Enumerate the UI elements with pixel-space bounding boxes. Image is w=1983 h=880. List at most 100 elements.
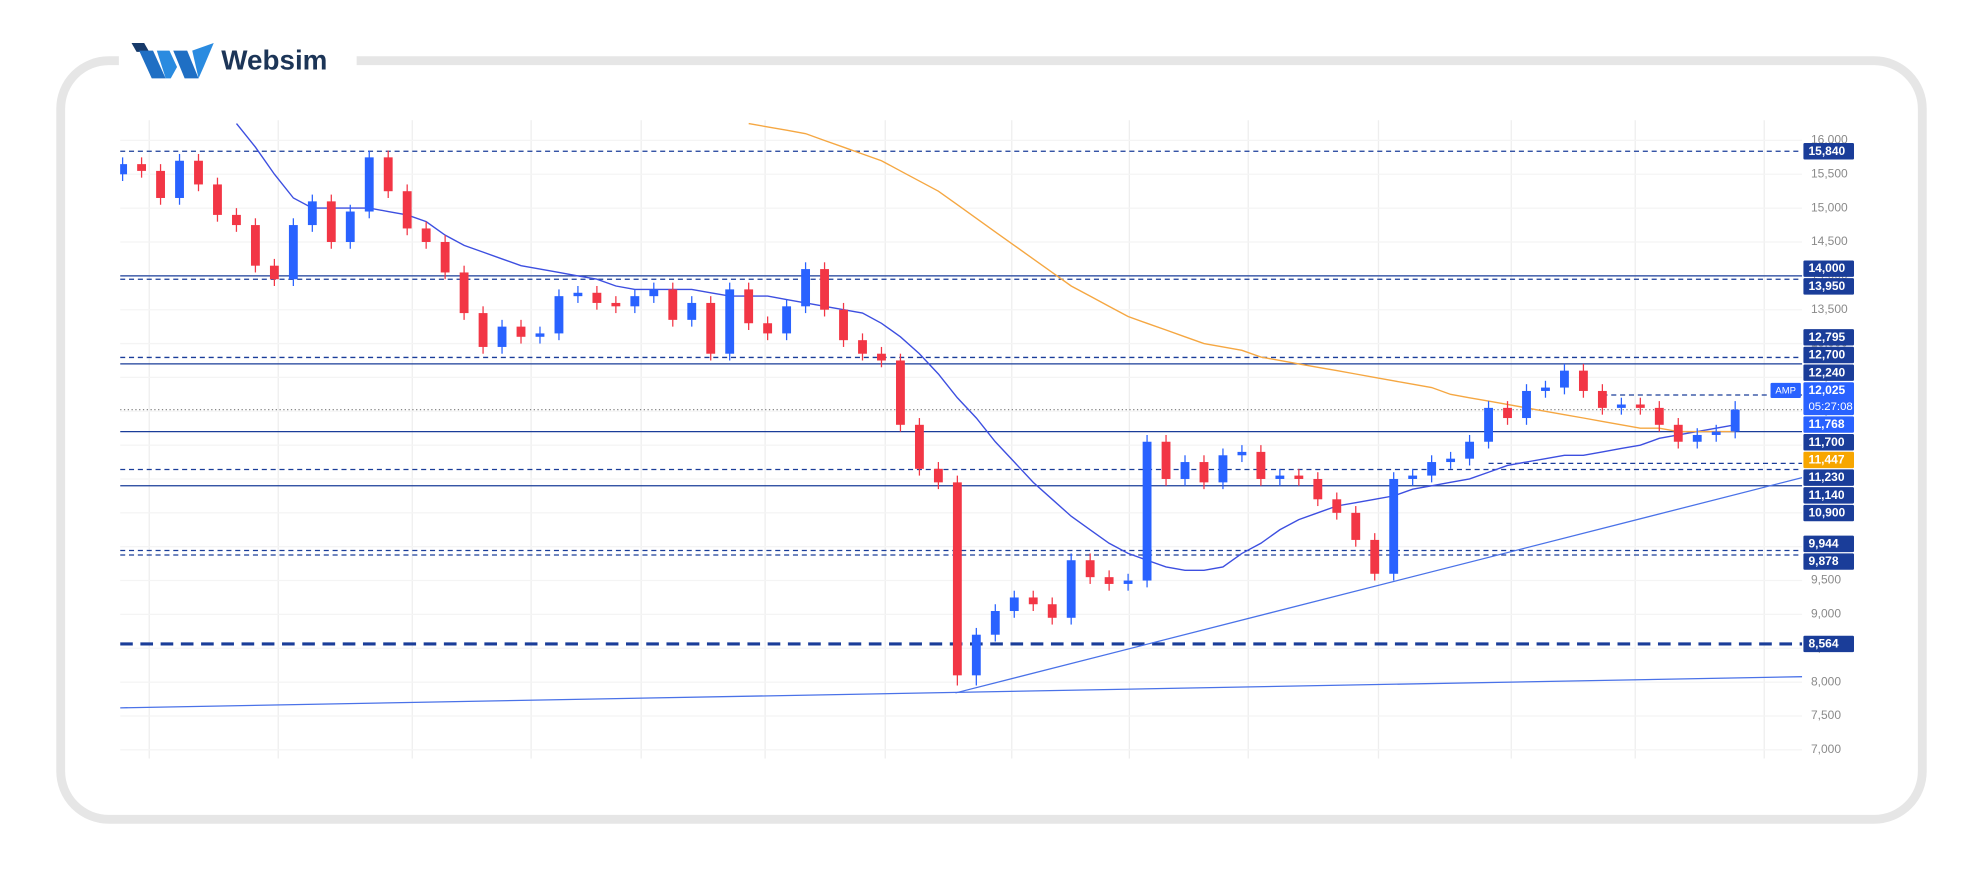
price-label: 8,564 [1808, 636, 1838, 650]
y-tick-label: 8,000 [1811, 674, 1841, 688]
y-tick-label: 14,500 [1811, 234, 1848, 248]
candle-body [592, 292, 602, 303]
candle-body [1503, 407, 1512, 419]
candle-body [1332, 499, 1342, 513]
price-label-box [1803, 553, 1855, 570]
price-label-box [1803, 504, 1855, 522]
candle-body [250, 225, 260, 266]
candle-body [326, 201, 336, 242]
price-label-box [1803, 364, 1855, 381]
candle-body [1085, 560, 1095, 578]
candle-body [611, 302, 621, 307]
price-label: 13,950 [1808, 279, 1845, 293]
candle-body [630, 296, 640, 307]
price-scale: 7,0007,5008,0008,5009,0009,50010,00010,5… [1770, 133, 1855, 756]
candle-body [554, 296, 564, 334]
candle-body [1142, 441, 1152, 581]
candle-body [1522, 390, 1531, 419]
candle-body [1237, 451, 1247, 456]
price-label-box [1803, 434, 1855, 451]
candle-body [1730, 409, 1740, 432]
candle-body [175, 160, 184, 198]
candle-body [914, 424, 924, 469]
candle-body [706, 302, 716, 354]
candle-body [120, 164, 128, 175]
candle-body [1597, 390, 1607, 408]
candle-body [1370, 539, 1380, 574]
candle-body [421, 228, 431, 242]
price-label-box [1803, 487, 1855, 504]
price-label-box [1803, 278, 1855, 295]
candle-body [1427, 462, 1437, 476]
candle-body [952, 482, 962, 676]
price-label-box [1803, 346, 1855, 364]
moving-average [235, 123, 1736, 572]
candle-body [990, 611, 1000, 635]
plot-area [120, 120, 1803, 759]
countdown: 05:27:08 [1808, 401, 1852, 413]
y-tick-label: 7,000 [1811, 742, 1841, 756]
candle-body [1654, 407, 1664, 425]
candle-body [1313, 478, 1323, 500]
candle-body [402, 191, 412, 229]
candle-body [497, 326, 507, 347]
candle-body [1578, 370, 1588, 391]
price-label: 12,795 [1808, 330, 1845, 344]
candle-body [687, 302, 697, 320]
candle-body [1673, 424, 1683, 442]
candle-body [288, 225, 298, 280]
price-label: 12,240 [1808, 365, 1845, 379]
price-label: 14,000 [1808, 261, 1845, 275]
symbol-tag: AMP [1775, 385, 1796, 396]
candle-body [364, 157, 374, 212]
candle-body [383, 157, 393, 192]
candle-body [668, 289, 678, 320]
candle-body [1218, 455, 1228, 483]
candle-body [725, 289, 735, 354]
candle-body [1465, 441, 1475, 459]
candle-body [1560, 370, 1569, 388]
logo-icon [131, 42, 214, 79]
price-label: 10,900 [1808, 506, 1845, 520]
price-label-box [1803, 416, 1855, 433]
candle-body [156, 170, 165, 198]
candle-body [232, 214, 241, 226]
price-label: 12,025 [1808, 383, 1845, 397]
candle-body [307, 201, 317, 226]
candle-body [1047, 604, 1057, 618]
candle-body [1009, 597, 1019, 612]
candle-body [763, 323, 773, 334]
candle-body [1180, 462, 1190, 479]
candle-body [213, 184, 222, 215]
price-label: 11,140 [1808, 488, 1844, 502]
candle-body [839, 309, 848, 341]
candle-body [1123, 580, 1133, 584]
candle-body [440, 241, 450, 273]
candle-body [801, 269, 811, 307]
candle-body [1256, 451, 1266, 479]
price-label: 9,878 [1808, 554, 1838, 568]
price-label-box [1803, 451, 1855, 469]
price-label: 15,840 [1808, 144, 1845, 158]
candle-body [744, 289, 754, 324]
trendline [955, 477, 1803, 694]
candle-body [1616, 404, 1626, 408]
candle-body [1446, 458, 1456, 463]
candle-body [1199, 462, 1209, 483]
symbol-tag-box [1770, 382, 1801, 398]
price-label-box [1803, 382, 1855, 416]
price-label-box [1803, 469, 1855, 486]
candle-body [896, 360, 905, 425]
price-label-box [1803, 535, 1855, 553]
candle-body [782, 306, 792, 334]
candle-body [1484, 407, 1493, 442]
candle-body [971, 634, 981, 676]
price-label-box [1803, 260, 1855, 277]
candle-body [1541, 387, 1550, 391]
candle-body [1161, 441, 1171, 479]
y-tick-label: 7,500 [1811, 708, 1841, 722]
trendline [120, 676, 1803, 709]
candle-body [1692, 434, 1702, 442]
y-tick-label: 9,000 [1811, 607, 1841, 621]
